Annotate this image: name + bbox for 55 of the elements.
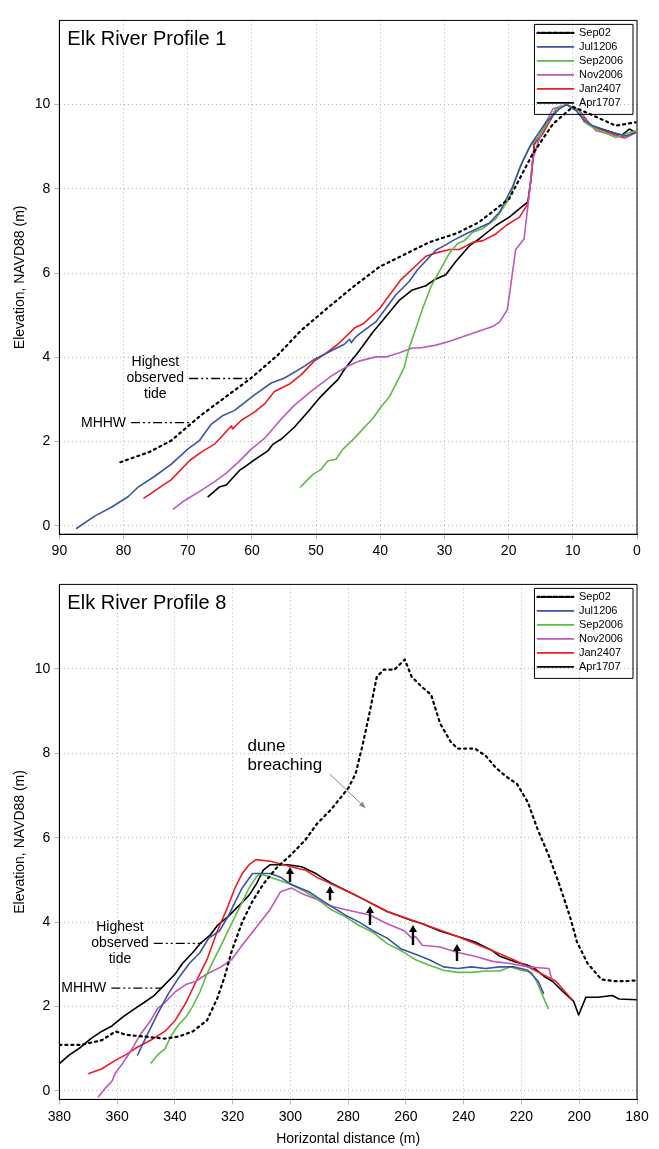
y-tick-label: 10 [34, 95, 51, 112]
legend-label: Jul1206 [578, 39, 618, 52]
y-axis-title: Elevation, NAVD88 (m) [11, 770, 28, 914]
y-tick-label: 0 [42, 1081, 51, 1098]
x-tick-label: 340 [163, 1107, 187, 1124]
x-tick-label: 320 [220, 1107, 245, 1124]
y-tick-label: 4 [42, 348, 51, 365]
y-tick-label: 8 [42, 744, 51, 761]
legend-label: Apr1707 [578, 659, 621, 672]
x-tick-label: 80 [115, 542, 132, 559]
x-tick-label: 300 [278, 1107, 303, 1124]
x-tick-label: 30 [436, 542, 453, 559]
x-tick-label: 180 [625, 1107, 649, 1124]
x-tick-label: 280 [336, 1107, 361, 1124]
x-tick-label: 40 [372, 542, 389, 559]
x-tick-label: 70 [179, 542, 196, 559]
x-tick-label: 260 [394, 1107, 418, 1124]
chart-title: Elk River Profile 8 [67, 590, 227, 613]
legend-label: Nov2006 [578, 67, 623, 80]
legend-label: Jan2407 [578, 81, 622, 94]
annotation: MHHW [80, 413, 127, 430]
y-tick-label: 2 [42, 432, 51, 449]
legend-label: Sep02 [578, 589, 611, 602]
x-axis-title: Horizontal distance (m) [276, 1130, 421, 1147]
legend-label: Sep02 [578, 25, 611, 38]
x-tick-label: 200 [567, 1107, 592, 1124]
x-tick-label: 60 [244, 542, 260, 559]
y-tick-label: 0 [42, 516, 51, 533]
annotation: MHHW [61, 979, 108, 996]
x-tick-label: 50 [308, 542, 325, 559]
y-tick-label: 8 [42, 179, 51, 196]
x-tick-label: 90 [51, 542, 68, 559]
legend-label: Jan2407 [578, 645, 622, 658]
x-tick-label: 380 [47, 1107, 72, 1124]
annotation: Highest observed tide [91, 918, 149, 967]
legend-label: Nov2006 [578, 631, 623, 644]
x-tick-label: 10 [565, 542, 581, 559]
annotation: dune breaching [247, 736, 323, 775]
legend-label: Apr1707 [578, 95, 621, 108]
legend-label: Sep2006 [578, 617, 623, 630]
y-tick-label: 2 [42, 997, 51, 1014]
x-tick-label: 220 [509, 1107, 534, 1124]
y-axis-title: Elevation, NAVD88 (m) [11, 205, 28, 350]
x-tick-label: 240 [452, 1107, 476, 1124]
annotation: Highest observed tide [126, 353, 185, 402]
y-tick-label: 6 [42, 828, 51, 845]
x-tick-label: 20 [500, 542, 517, 559]
x-tick-label: 0 [633, 542, 642, 559]
y-tick-label: 4 [42, 912, 51, 929]
chart-title: Elk River Profile 1 [67, 26, 227, 49]
legend-label: Sep2006 [578, 53, 623, 66]
y-tick-label: 6 [42, 263, 51, 280]
x-tick-label: 360 [105, 1107, 130, 1124]
legend-label: Jul1206 [578, 603, 618, 616]
y-tick-label: 10 [34, 659, 51, 676]
